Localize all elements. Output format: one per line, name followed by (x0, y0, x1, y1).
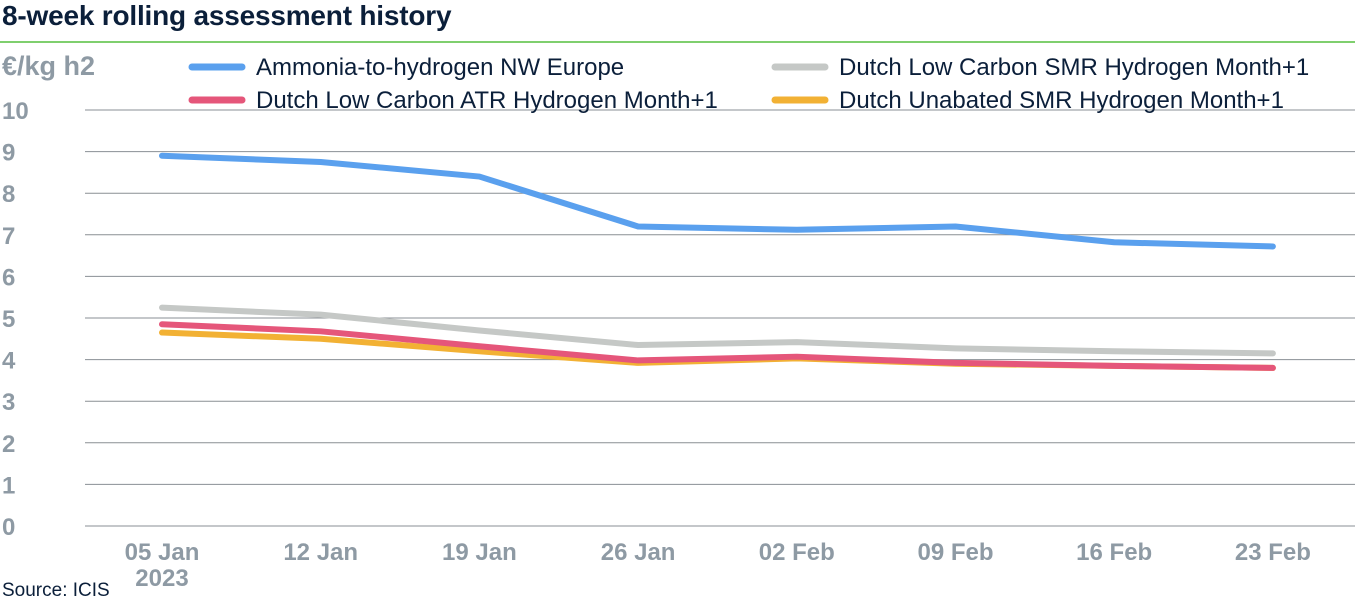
chart-title: 8-week rolling assessment history (2, 0, 452, 31)
source-note: Source: ICIS (2, 580, 110, 601)
legend-label: Dutch Unabated SMR Hydrogen Month+1 (839, 87, 1284, 114)
x-tick-label: 19 Jan (442, 539, 517, 566)
y-tick-label: 8 (2, 181, 15, 208)
x-tick-label: 05 Jan (125, 539, 200, 566)
x-tick-label: 16 Feb (1076, 539, 1152, 566)
x-tick-label: 23 Feb (1235, 539, 1311, 566)
x-year-label: 2023 (135, 565, 188, 592)
title-divider (0, 41, 1355, 43)
y-tick-label: 2 (2, 431, 15, 458)
series-line (159, 152, 1276, 250)
y-axis-ticks: 0 1 2 3 4 5 6 7 8 9 10 (2, 98, 29, 541)
y-tick-label: 1 (2, 472, 15, 499)
legend-label: Dutch Low Carbon ATR Hydrogen Month+1 (256, 87, 718, 114)
series-lines (159, 152, 1276, 371)
y-tick-label: 0 (2, 514, 15, 541)
legend-label: Dutch Low Carbon SMR Hydrogen Month+1 (839, 54, 1309, 81)
gridlines (85, 109, 1355, 527)
y-tick-label: 9 (2, 140, 15, 167)
x-tick-label: 26 Jan (601, 539, 676, 566)
legend-label: Ammonia-to-hydrogen NW Europe (256, 54, 624, 81)
y-tick-label: 6 (2, 264, 15, 291)
x-tick-label: 09 Feb (917, 539, 993, 566)
y-tick-label: 5 (2, 306, 15, 333)
x-tick-label: 02 Feb (759, 539, 835, 566)
x-tick-label: 12 Jan (283, 539, 358, 566)
series-line (159, 304, 1276, 357)
y-tick-label: 10 (2, 98, 29, 125)
x-axis-ticks: 05 Jan 12 Jan 19 Jan 26 Jan 02 Feb 09 Feb 16 F… (125, 539, 1311, 592)
series-line (159, 321, 1276, 371)
y-tick-label: 4 (2, 348, 16, 375)
y-axis-unit-label: €/kg h2 (2, 51, 95, 81)
y-tick-label: 7 (2, 223, 15, 250)
y-tick-label: 3 (2, 389, 15, 416)
legend: Ammonia-to-hydrogen NW Europe Dutch Low C… (188, 54, 1309, 114)
